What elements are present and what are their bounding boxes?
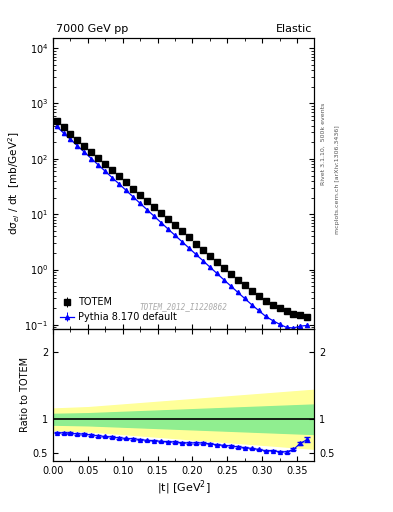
Legend: TOTEM, Pythia 8.170 default: TOTEM, Pythia 8.170 default: [58, 295, 179, 324]
Y-axis label: Ratio to TOTEM: Ratio to TOTEM: [20, 357, 30, 432]
Text: Elastic: Elastic: [275, 24, 312, 34]
X-axis label: |t| [GeV$^2$]: |t| [GeV$^2$]: [157, 478, 211, 497]
Text: Rivet 3.1.10,  500k events: Rivet 3.1.10, 500k events: [320, 102, 325, 184]
Text: TOTEM_2012_I1220862: TOTEM_2012_I1220862: [140, 303, 228, 311]
Text: 7000 GeV pp: 7000 GeV pp: [56, 24, 128, 34]
Text: mcplots.cern.ch [arXiv:1306.3436]: mcplots.cern.ch [arXiv:1306.3436]: [335, 125, 340, 233]
Y-axis label: dσ$_{el}$ / dt  [mb/GeV$^2$]: dσ$_{el}$ / dt [mb/GeV$^2$]: [6, 132, 22, 236]
